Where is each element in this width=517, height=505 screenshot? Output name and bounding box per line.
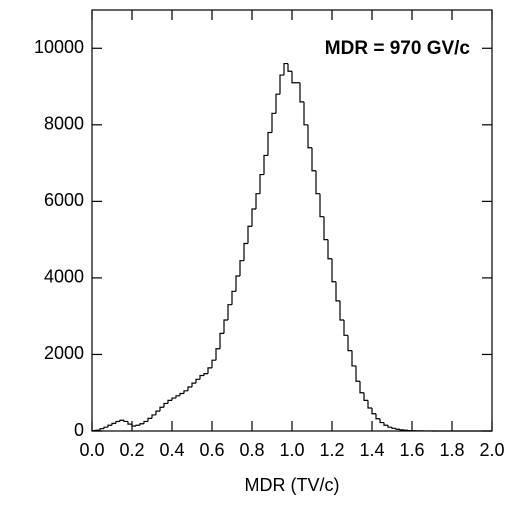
- x-tick-label: 0.8: [239, 440, 264, 460]
- histogram-bin: [324, 217, 328, 240]
- histogram-bin: [384, 423, 388, 426]
- histogram-bin: [168, 400, 172, 403]
- y-tick-label: 4000: [44, 267, 84, 287]
- histogram-bin: [176, 396, 180, 398]
- histogram-bin: [312, 148, 316, 171]
- histogram-bin: [300, 83, 304, 102]
- histogram-bin: [328, 240, 332, 259]
- histogram-bin: [184, 391, 188, 394]
- histogram-bin: [308, 125, 312, 148]
- histogram-bin: [200, 376, 204, 380]
- histogram-bin: [260, 175, 264, 194]
- x-axis-label: MDR (TV/c): [245, 475, 340, 495]
- histogram-bin: [196, 379, 200, 383]
- histogram-bin: [336, 282, 340, 301]
- histogram-bin: [372, 408, 376, 414]
- histogram-bin: [392, 427, 396, 428]
- histogram-bin: [220, 333, 224, 348]
- histogram-bin: [140, 424, 144, 426]
- histogram-bin: [108, 425, 112, 427]
- histogram-bin: [228, 305, 232, 320]
- histogram-bin: [340, 301, 344, 320]
- histogram-bin: [364, 393, 368, 401]
- histogram-bin: [152, 415, 156, 418]
- x-tick-label: 1.6: [399, 440, 424, 460]
- x-tick-label: 0.4: [159, 440, 184, 460]
- y-tick-label: 8000: [44, 114, 84, 134]
- histogram-bin: [164, 403, 168, 407]
- histogram-bin: [240, 261, 244, 276]
- histogram-bin: [292, 71, 296, 82]
- histogram-bin: [388, 425, 392, 427]
- histogram-bin: [352, 351, 356, 366]
- histogram-bin: [204, 374, 208, 376]
- x-tick-label: 1.2: [319, 440, 344, 460]
- histogram-bin: [160, 407, 164, 411]
- histogram-bin: [212, 360, 216, 368]
- x-tick-label: 1.0: [279, 440, 304, 460]
- histogram-bin: [236, 276, 240, 291]
- histogram-bin: [188, 387, 192, 391]
- histogram-bin: [268, 132, 272, 155]
- y-tick-label: 2000: [44, 343, 84, 363]
- histogram-bin: [208, 368, 212, 374]
- histogram-bin: [104, 427, 108, 429]
- histogram-bin: [124, 420, 128, 421]
- histogram-bin: [112, 423, 116, 425]
- histogram-bin: [244, 243, 248, 260]
- histogram-bin: [216, 349, 220, 360]
- histogram-bin: [136, 425, 140, 426]
- annotation: MDR = 970 GV/c: [325, 38, 471, 59]
- histogram-bin: [280, 75, 284, 94]
- histogram-bin: [360, 381, 364, 392]
- histogram-bin: [348, 335, 352, 350]
- histogram-bin: [276, 94, 280, 113]
- histogram-bin: [396, 428, 400, 429]
- histogram-bin: [172, 398, 176, 400]
- histogram-bin: [224, 320, 228, 333]
- histogram-bin: [232, 291, 236, 304]
- x-tick-label: 2.0: [479, 440, 504, 460]
- y-tick-label: 10000: [34, 37, 84, 57]
- histogram-bin: [248, 226, 252, 243]
- x-tick-label: 0.6: [199, 440, 224, 460]
- histogram-bin: [116, 421, 120, 423]
- histogram-bin: [400, 429, 404, 430]
- histogram-bin: [356, 366, 360, 381]
- histogram-bin: [344, 320, 348, 335]
- histogram-bin: [192, 383, 196, 387]
- y-tick-label: 0: [74, 420, 84, 440]
- histogram-bin: [288, 64, 292, 72]
- x-tick-label: 0.2: [119, 440, 144, 460]
- histogram-bin: [380, 419, 384, 423]
- histogram-bin: [368, 400, 372, 408]
- x-tick-label: 1.4: [359, 440, 384, 460]
- histogram-bin: [252, 209, 256, 226]
- x-tick-label: 0.0: [79, 440, 104, 460]
- y-tick-label: 6000: [44, 190, 84, 210]
- histogram-bin: [144, 421, 148, 423]
- histogram-bin: [156, 411, 160, 415]
- histogram-bin: [320, 194, 324, 217]
- histogram-bin: [264, 155, 268, 174]
- histogram-bin: [100, 429, 104, 431]
- histogram-bin: [376, 414, 380, 419]
- histogram-bin: [316, 171, 320, 194]
- histogram-bin: [180, 393, 184, 395]
- histogram-bin: [272, 113, 276, 132]
- histogram-bin: [304, 102, 308, 125]
- histogram-bin: [332, 259, 336, 282]
- histogram-bin: [148, 418, 152, 421]
- histogram-bin: [256, 194, 260, 209]
- x-tick-label: 1.8: [439, 440, 464, 460]
